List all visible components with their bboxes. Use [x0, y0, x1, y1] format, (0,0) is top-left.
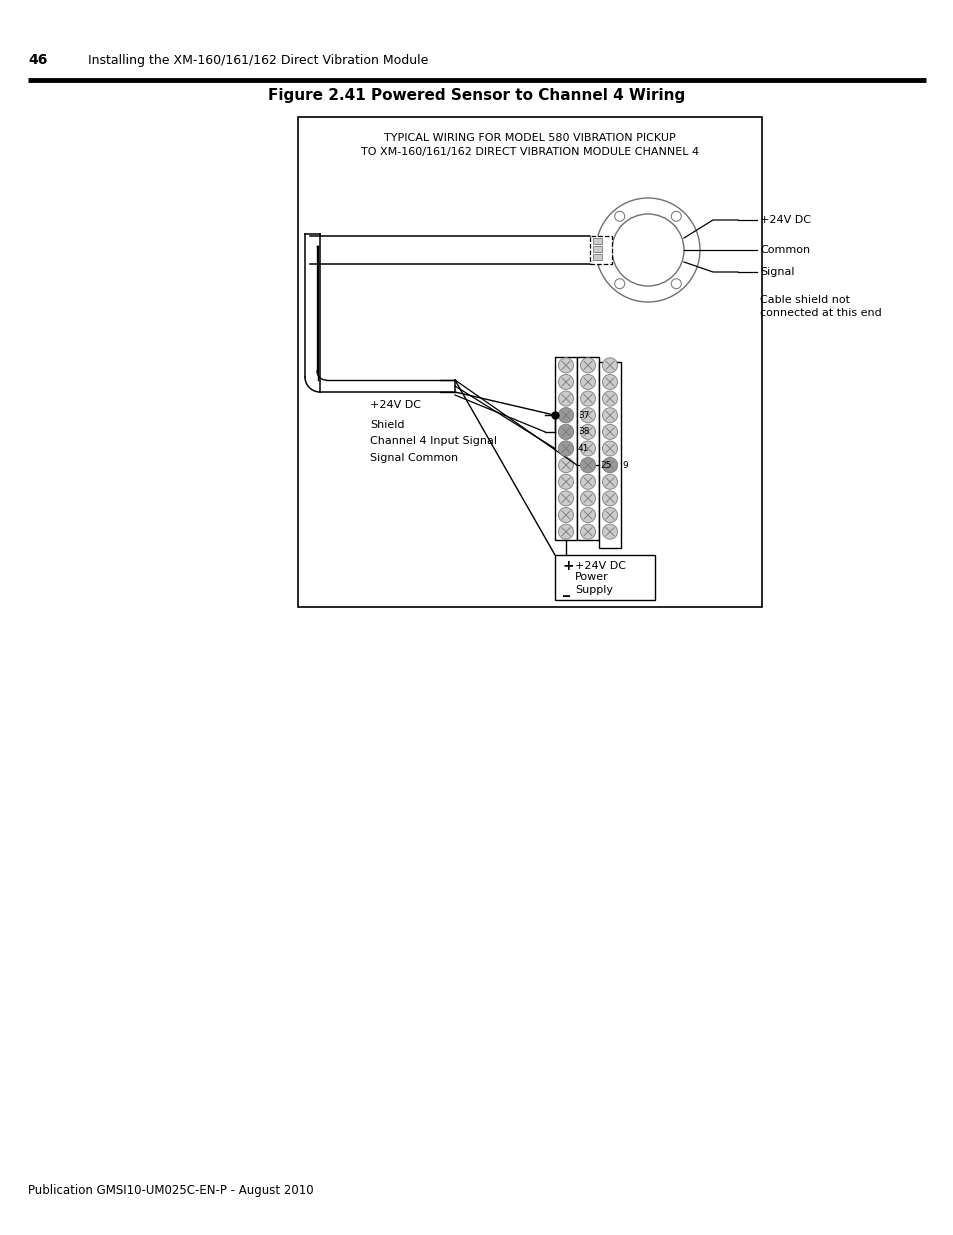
Text: TO XM-160/161/162 DIRECT VIBRATION MODULE CHANNEL 4: TO XM-160/161/162 DIRECT VIBRATION MODUL… [360, 147, 699, 157]
Bar [598, 362, 620, 548]
Circle shape [602, 458, 617, 473]
Text: Publication GMSI10-UM025C-EN-P - August 2010: Publication GMSI10-UM025C-EN-P - August … [28, 1184, 314, 1197]
Text: Channel 4 Input Signal: Channel 4 Input Signal [370, 436, 497, 447]
Circle shape [579, 441, 595, 456]
Bar [297, 117, 761, 606]
Circle shape [579, 408, 595, 422]
Text: 37: 37 [578, 411, 589, 420]
Circle shape [579, 391, 595, 406]
Text: Figure 2.41 Powered Sensor to Channel 4 Wiring: Figure 2.41 Powered Sensor to Channel 4 … [268, 88, 685, 103]
Bar [555, 357, 577, 540]
Text: connected at this end: connected at this end [760, 308, 881, 317]
Text: TYPICAL WIRING FOR MODEL 580 VIBRATION PICKUP: TYPICAL WIRING FOR MODEL 580 VIBRATION P… [384, 133, 675, 143]
Circle shape [614, 211, 624, 221]
Bar [593, 246, 601, 252]
Circle shape [558, 441, 573, 456]
Text: Supply: Supply [575, 585, 613, 595]
Circle shape [558, 425, 573, 440]
Bar [577, 357, 598, 540]
Circle shape [558, 425, 573, 440]
Circle shape [558, 458, 573, 473]
Circle shape [558, 474, 573, 489]
Circle shape [602, 524, 617, 540]
Circle shape [579, 458, 595, 473]
Circle shape [602, 490, 617, 506]
Circle shape [558, 524, 573, 540]
Circle shape [579, 425, 595, 440]
Text: 41: 41 [578, 445, 589, 453]
Circle shape [558, 408, 573, 422]
Circle shape [579, 508, 595, 522]
Text: 38: 38 [578, 427, 589, 436]
Text: Power: Power [575, 573, 608, 583]
Circle shape [558, 508, 573, 522]
Circle shape [602, 391, 617, 406]
Circle shape [579, 490, 595, 506]
Text: +24V DC: +24V DC [760, 215, 810, 225]
Text: Cable shield not: Cable shield not [760, 295, 849, 305]
Text: Common: Common [760, 245, 809, 254]
Circle shape [558, 374, 573, 389]
Text: 25: 25 [599, 461, 611, 469]
Circle shape [602, 441, 617, 456]
Text: Signal Common: Signal Common [370, 453, 457, 463]
Circle shape [596, 198, 700, 303]
Bar [593, 238, 601, 245]
Text: Shield: Shield [370, 420, 404, 430]
Text: 9: 9 [621, 461, 627, 469]
Circle shape [558, 490, 573, 506]
Text: +24V DC: +24V DC [370, 400, 420, 410]
Circle shape [602, 508, 617, 522]
Circle shape [579, 374, 595, 389]
Text: Signal: Signal [760, 267, 794, 277]
Circle shape [612, 214, 683, 287]
Circle shape [602, 425, 617, 440]
Text: 46: 46 [28, 53, 48, 67]
Circle shape [671, 211, 680, 221]
Circle shape [579, 358, 595, 373]
Bar [593, 254, 601, 261]
Circle shape [602, 474, 617, 489]
Circle shape [558, 358, 573, 373]
Circle shape [602, 408, 617, 422]
Text: _: _ [562, 583, 569, 597]
Circle shape [602, 374, 617, 389]
Bar [555, 555, 655, 600]
Circle shape [558, 408, 573, 422]
Text: +24V DC: +24V DC [575, 561, 625, 571]
Text: Installing the XM-160/161/162 Direct Vibration Module: Installing the XM-160/161/162 Direct Vib… [88, 54, 428, 67]
Circle shape [614, 279, 624, 289]
Circle shape [579, 474, 595, 489]
Circle shape [579, 458, 595, 473]
Text: +: + [562, 559, 574, 573]
Circle shape [558, 441, 573, 456]
Circle shape [602, 358, 617, 373]
Bar [589, 236, 612, 264]
Circle shape [579, 524, 595, 540]
Circle shape [671, 279, 680, 289]
Circle shape [558, 391, 573, 406]
Circle shape [602, 458, 617, 473]
